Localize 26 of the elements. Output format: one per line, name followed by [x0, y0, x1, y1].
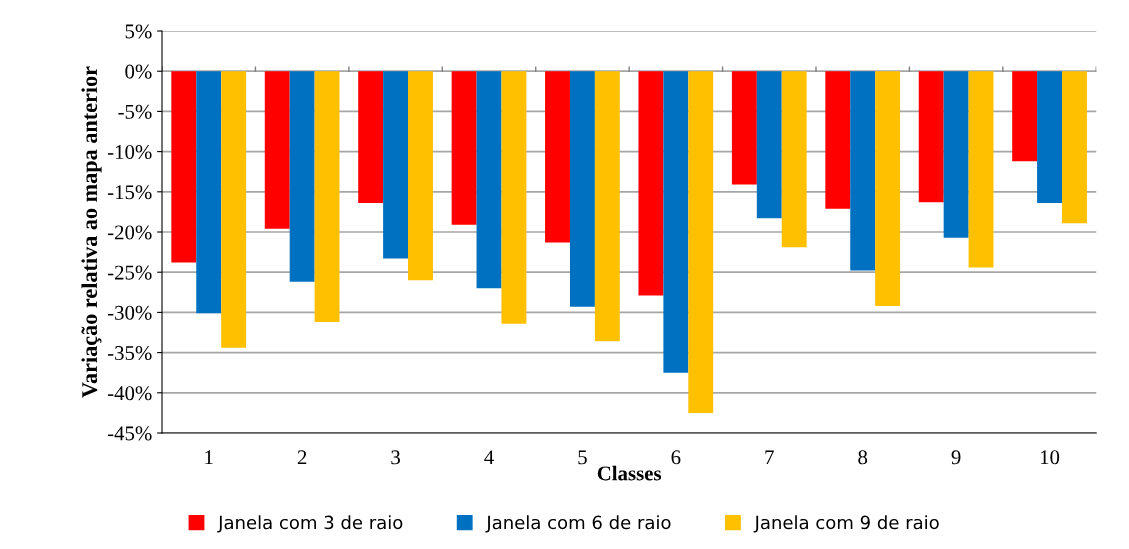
- x-tick-label: 8: [858, 450, 868, 465]
- y-tick-label: 5%: [125, 24, 152, 39]
- legend-label: Janela com 3 de raio: [217, 515, 403, 533]
- x-tick-label: 1: [205, 450, 213, 465]
- x-tick-label: 9: [951, 450, 961, 465]
- y-tick-label: -25%: [107, 265, 152, 280]
- x-tick-label: 10: [1040, 450, 1060, 465]
- x-tick-label: 4: [484, 450, 494, 465]
- y-tick-label: -30%: [107, 305, 152, 320]
- y-tick-label: -5%: [118, 104, 152, 119]
- legend-label: Janela com 6 de raio: [485, 515, 671, 533]
- y-axis-title: Variação relativa ao mapa anterior: [81, 66, 102, 398]
- y-tick-label: -15%: [107, 185, 152, 200]
- y-tick-label: 0%: [125, 64, 152, 79]
- x-tick-label: 3: [391, 450, 400, 465]
- x-tick-label: 2: [297, 450, 307, 465]
- x-axis-title: Classes: [597, 465, 662, 481]
- legend-label: Janela com 9 de raio: [753, 515, 939, 533]
- x-tick-label: 5: [578, 450, 587, 465]
- y-tick-label: -45%: [107, 426, 152, 441]
- y-tick-label: -20%: [107, 225, 152, 240]
- x-tick-label: 6: [671, 450, 681, 465]
- y-tick-label: -40%: [107, 386, 152, 401]
- y-tick-label: -35%: [107, 345, 152, 361]
- y-tick-label: -10%: [107, 144, 152, 160]
- x-tick-label: 7: [765, 450, 774, 465]
